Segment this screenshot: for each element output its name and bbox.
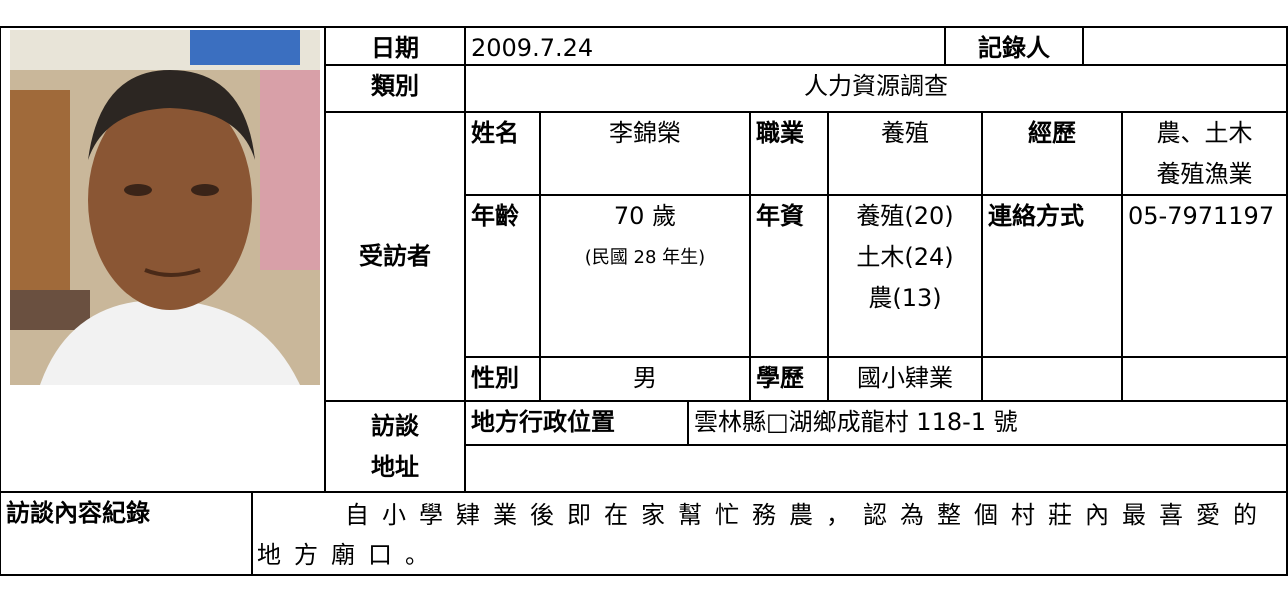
label: 姓名 xyxy=(464,111,541,196)
text-line: 訪談 xyxy=(371,411,419,440)
text-line: 70 歲 xyxy=(613,202,677,230)
text-line: 養殖漁業 xyxy=(1156,160,1253,188)
value: 國小肄業 xyxy=(827,356,983,402)
label: 受訪者 xyxy=(324,111,466,402)
label: 地方行政位置 xyxy=(464,400,689,446)
text-line: 養殖(20) xyxy=(856,202,954,230)
empty-cell xyxy=(1082,26,1288,66)
portrait-photo xyxy=(10,30,320,385)
value: 雲林縣□湖鄉成龍村 118-1 號 xyxy=(687,400,1288,446)
label: 記錄人 xyxy=(944,26,1084,66)
label: 年齡 xyxy=(464,194,541,358)
empty-cell xyxy=(981,356,1123,402)
text-line: (民國 28 年生) xyxy=(584,247,706,268)
empty-cell xyxy=(464,444,1288,493)
value: 05-7971197 xyxy=(1121,194,1288,358)
paragraph: 自小學肄業後即在家幫忙務農，認為整個村莊內最喜愛的地方廟口。 xyxy=(251,491,1288,576)
label: 類別 xyxy=(324,64,466,113)
value: 70 歲 (民國 28 年生) xyxy=(539,194,751,358)
text-line: 地址 xyxy=(371,452,419,481)
label: 職業 xyxy=(749,111,829,196)
label: 年資 xyxy=(749,194,829,358)
label: 經歷 xyxy=(981,111,1123,196)
value: 人力資源調查 xyxy=(464,64,1288,113)
value: 農、土木 養殖漁業 xyxy=(1121,111,1288,196)
label: 日期 xyxy=(324,26,466,66)
label: 學歷 xyxy=(749,356,829,402)
value: 2009.7.24 xyxy=(464,26,946,66)
value: 李錦榮 xyxy=(539,111,751,196)
value: 養殖(20) 土木(24) 農(13) xyxy=(827,194,983,358)
label: 訪談 地址 xyxy=(324,400,466,493)
value: 養殖 xyxy=(827,111,983,196)
label: 訪談內容紀錄 xyxy=(0,491,253,576)
label: 連絡方式 xyxy=(981,194,1123,358)
value: 男 xyxy=(539,356,751,402)
empty-cell xyxy=(1121,356,1288,402)
label: 性別 xyxy=(464,356,541,402)
text-line: 農(13) xyxy=(868,284,942,312)
text-line: 農、土木 xyxy=(1156,119,1253,147)
text-line: 土木(24) xyxy=(856,243,954,271)
